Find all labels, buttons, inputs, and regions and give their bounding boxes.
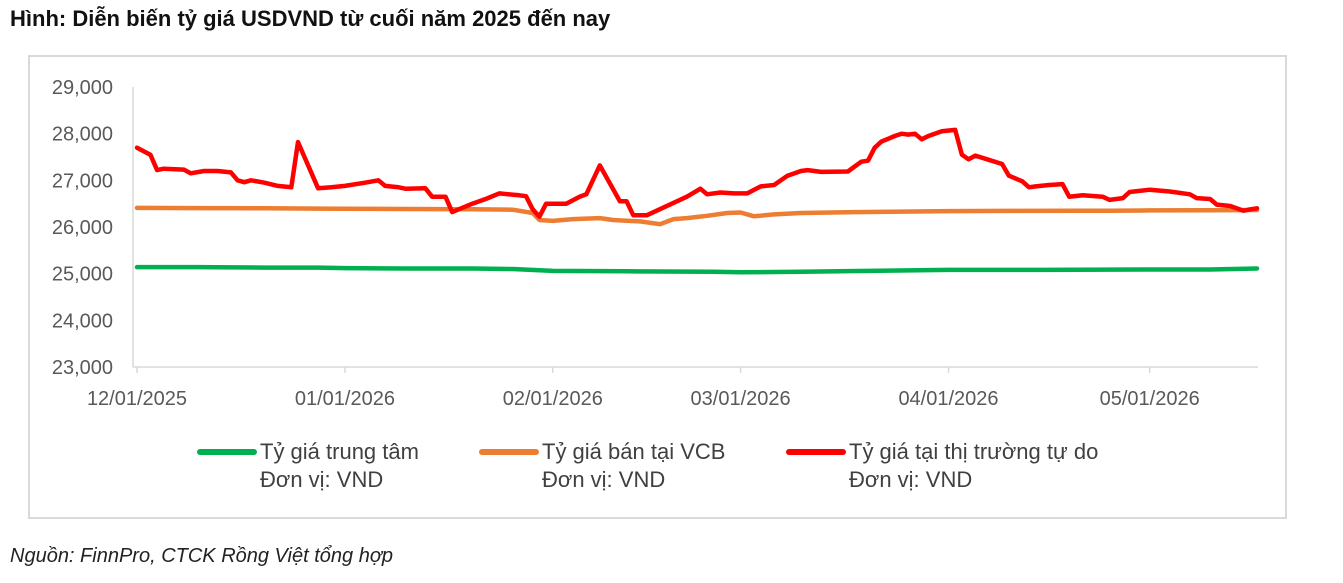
series-line-2 — [134, 205, 1260, 227]
legend-label-2: Tỷ giá bán tại VCB — [542, 439, 725, 464]
source-note: Nguồn: FinnPro, CTCK Rồng Việt tổng hợp — [10, 545, 394, 567]
legend-label-3: Tỷ giá tại thị trường tự do — [849, 439, 1098, 464]
y-tick-label: 25,000 — [52, 264, 113, 286]
y-tick-label: 27,000 — [52, 170, 113, 192]
legend-unit-2: Đơn vị: VND — [542, 467, 665, 492]
x-tick-label: 01/01/2026 — [295, 388, 395, 410]
x-tick-label: 02/01/2026 — [503, 388, 603, 410]
legend-unit-1: Đơn vị: VND — [260, 467, 383, 492]
x-tick-label: 04/01/2026 — [898, 388, 998, 410]
series-line-3 — [134, 127, 1260, 219]
chart-panel — [28, 55, 1287, 519]
legend-label-1: Tỷ giá trung tâm — [260, 439, 419, 464]
y-tick-label: 23,000 — [52, 357, 113, 379]
y-tick-label: 29,000 — [52, 77, 113, 99]
y-tick-label: 28,000 — [52, 124, 113, 146]
chart-title: Hình: Diễn biến tỷ giá USDVND từ cuối nă… — [10, 6, 611, 31]
x-tick-label: 03/01/2026 — [691, 388, 791, 410]
y-tick-label: 24,000 — [52, 310, 113, 332]
legend-unit-3: Đơn vị: VND — [849, 467, 972, 492]
x-tick-label: 05/01/2026 — [1100, 388, 1200, 410]
series-line-1 — [134, 264, 1260, 275]
y-tick-label: 26,000 — [52, 217, 113, 239]
x-tick-label: 12/01/2025 — [87, 388, 187, 410]
